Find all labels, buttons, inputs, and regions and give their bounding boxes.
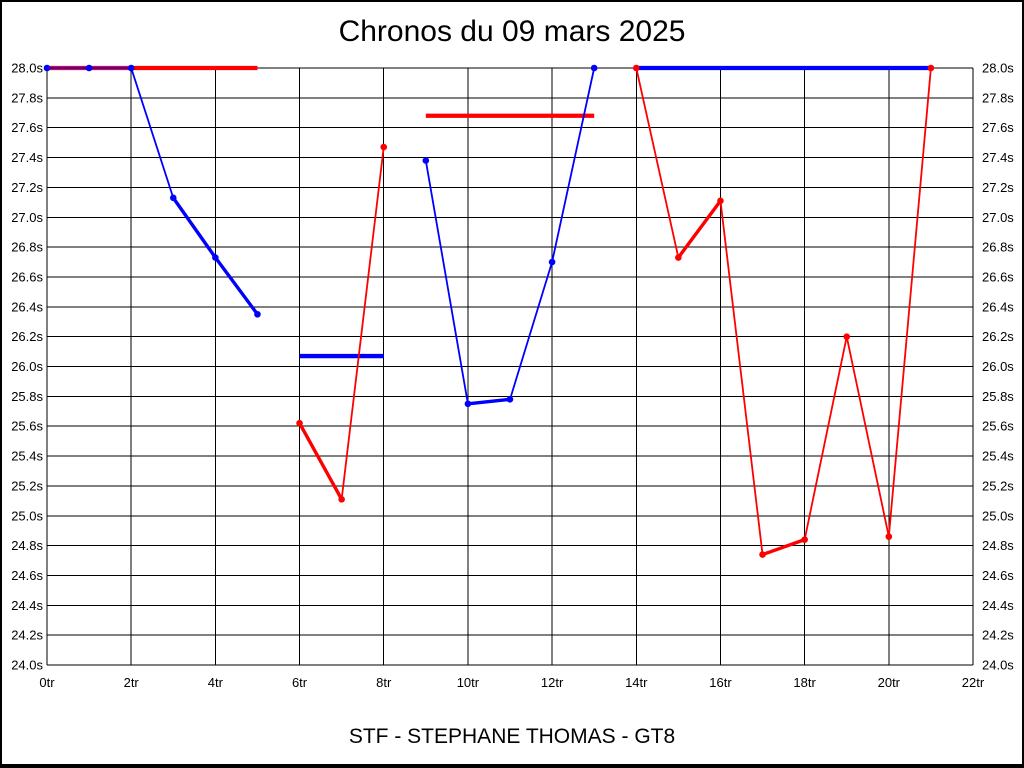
chart-title: Chronos du 09 mars 2025 (338, 15, 686, 48)
y-axis-tick-label-right: 26.4s (982, 299, 1014, 314)
data-point-marker (464, 400, 472, 408)
data-point-marker (212, 254, 219, 261)
y-axis-tick-label-left: 25.2s (11, 478, 43, 493)
y-axis-tick-label-left: 24.4s (11, 598, 43, 613)
y-axis-tick-label-left: 26.4s (11, 299, 43, 314)
series-line-segment (213, 255, 260, 316)
series-line-segment (171, 196, 218, 260)
y-axis-tick-label-right: 24.4s (982, 598, 1014, 613)
data-point-marker (885, 533, 893, 540)
y-axis-tick-label-right: 24.6s (982, 568, 1014, 583)
y-axis-tick-label-left: 26.6s (11, 269, 43, 284)
y-axis-tick-label-right: 26.6s (982, 269, 1014, 284)
series-line-segment (803, 335, 848, 541)
x-axis-tick-label: 0tr (39, 675, 55, 690)
series-line-segment (130, 67, 175, 199)
data-point-marker (380, 143, 388, 151)
y-axis-tick-label-left: 26.2s (11, 329, 43, 344)
y-axis-tick-label-right: 25.8s (982, 389, 1014, 404)
series-line-segment (340, 146, 385, 501)
y-axis-tick-label-left: 25.8s (11, 389, 43, 404)
x-axis-tick-label: 14tr (625, 675, 648, 690)
y-axis-tick-label-left: 24.2s (11, 628, 43, 643)
x-axis-tick-label: 10tr (457, 675, 480, 690)
y-axis-tick-label-left: 27.6s (11, 120, 43, 135)
y-axis-tick-label-right: 26.8s (982, 240, 1014, 255)
y-axis-tick-label-left: 25.0s (11, 508, 43, 523)
y-axis-tick-label-right: 27.8s (982, 90, 1014, 105)
y-axis-tick-label-right: 28.0s (982, 61, 1014, 76)
y-axis-tick-label-left: 27.8s (11, 90, 43, 105)
y-axis-tick-label-right: 24.2s (982, 628, 1014, 643)
y-axis-tick-label-right: 25.6s (982, 419, 1014, 434)
data-point-marker (506, 396, 514, 403)
data-point-marker (422, 157, 430, 164)
series-line-segment (297, 421, 344, 502)
series-line-segment (509, 261, 553, 401)
series-line-segment (635, 67, 680, 259)
y-axis-tick-label-right: 25.0s (982, 508, 1014, 523)
data-point-marker (675, 254, 682, 261)
series-line-segment (719, 199, 764, 556)
data-point-marker (127, 64, 135, 72)
x-axis-tick-label: 18tr (793, 675, 816, 690)
data-point-marker (169, 194, 177, 202)
series-line-segment (760, 537, 807, 557)
y-axis-tick-label-left: 27.4s (11, 150, 43, 165)
data-point-marker (927, 64, 935, 72)
y-axis-tick-label-right: 24.0s (982, 658, 1014, 673)
y-axis-tick-label-right: 27.0s (982, 210, 1014, 225)
x-axis-tick-label: 8tr (376, 675, 392, 690)
y-axis-tick-label-left: 24.6s (11, 568, 43, 583)
data-point-marker (338, 496, 345, 503)
x-axis-tick-label: 20tr (878, 675, 901, 690)
x-axis-tick-label: 6tr (292, 675, 308, 690)
data-point-marker (548, 258, 556, 266)
data-point-marker (43, 64, 51, 72)
y-axis-tick-label-right: 26.0s (982, 359, 1014, 374)
y-axis-tick-label-left: 25.4s (11, 449, 43, 464)
y-axis-tick-label-left: 24.0s (11, 658, 43, 673)
y-axis-tick-label-left: 27.0s (11, 210, 43, 225)
y-axis-tick-label-left: 26.0s (11, 359, 43, 374)
series-line-segment (676, 199, 723, 260)
data-point-marker (717, 197, 724, 205)
data-point-marker (590, 64, 598, 72)
data-point-marker (843, 333, 851, 340)
data-point-marker (254, 310, 261, 318)
y-axis-tick-label-left: 24.8s (11, 538, 43, 553)
y-axis-tick-label-right: 24.8s (982, 538, 1014, 553)
series-line-segment (887, 67, 932, 538)
data-point-marker (801, 536, 808, 543)
y-axis-tick-label-right: 27.4s (982, 150, 1014, 165)
y-axis-tick-label-right: 25.2s (982, 478, 1014, 493)
series-line-segment (845, 335, 890, 538)
data-point-marker (759, 551, 766, 558)
data-point-marker (632, 64, 640, 72)
x-axis-tick-label: 2tr (124, 675, 140, 690)
x-axis-tick-label: 16tr (709, 675, 732, 690)
x-axis-tick-label: 22tr (962, 675, 985, 690)
data-point-marker (85, 64, 93, 72)
y-axis-tick-label-right: 27.6s (982, 120, 1014, 135)
series-line-segment (551, 67, 596, 263)
x-axis-tick-label: 4tr (208, 675, 224, 690)
series-line-segment (424, 159, 469, 405)
driver-footer-label: STF - STEPHANE THOMAS - GT8 (348, 725, 676, 748)
data-point-marker (296, 419, 303, 427)
y-axis-tick-label-left: 28.0s (11, 61, 43, 76)
y-axis-tick-label-right: 25.4s (982, 449, 1014, 464)
y-axis-tick-label-right: 26.2s (982, 329, 1014, 344)
y-axis-tick-label-right: 27.2s (982, 180, 1014, 195)
series-line-segment (466, 397, 512, 406)
x-axis-tick-label: 12tr (541, 675, 564, 690)
y-axis-tick-label-left: 26.8s (11, 240, 43, 255)
y-axis-tick-label-left: 27.2s (11, 180, 43, 195)
y-axis-tick-label-left: 25.6s (11, 419, 43, 434)
